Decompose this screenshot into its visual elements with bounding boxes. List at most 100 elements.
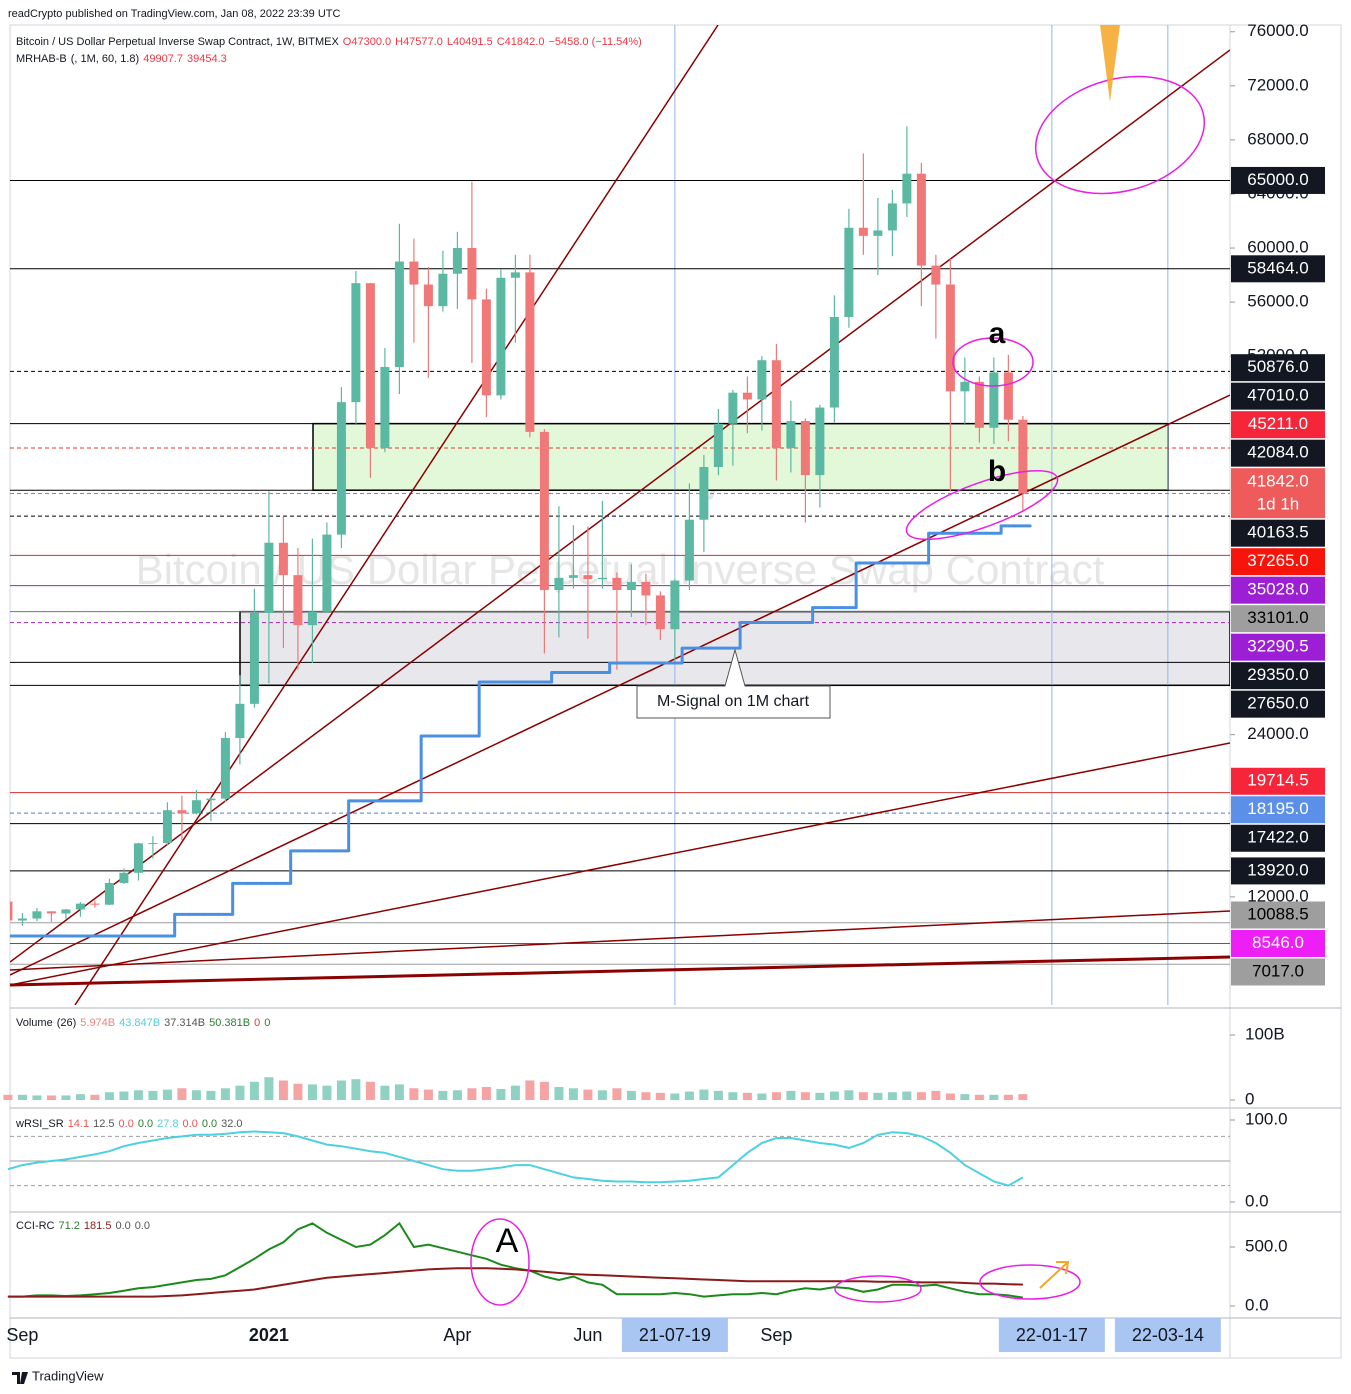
highlight-ellipse [470, 1218, 530, 1306]
price-label-box [1231, 901, 1325, 929]
x-tick-label: 22-03-14 [1132, 1325, 1204, 1345]
price-label: 41842.0 [1247, 472, 1308, 491]
y-tick-label: 100.0 [1245, 1109, 1288, 1128]
trendline [10, 910, 1230, 971]
annotation: b [988, 455, 1006, 488]
candle-body [539, 431, 549, 591]
legend-text: 37.314B [164, 1017, 206, 1029]
legend-text: −5458.0 (−11.54%) [548, 36, 642, 48]
legend-text: Bitcoin / US Dollar Perpetual Inverse Sw… [16, 36, 339, 48]
price-label: 18195.0 [1247, 799, 1308, 818]
price-label: 50876.0 [1247, 357, 1308, 376]
volume-bar [858, 1092, 868, 1100]
volume-bar [887, 1092, 897, 1100]
volume-bar [220, 1088, 230, 1100]
trendline [10, 49, 1230, 963]
candle-body [829, 316, 839, 408]
price-label-box [1231, 519, 1325, 547]
highlight-ellipse [952, 337, 1034, 387]
y-tick-label: 68000.0 [1247, 129, 1308, 148]
y-tick-label: 72000.0 [1247, 75, 1308, 94]
price-label-box [1231, 796, 1325, 824]
candle-body [945, 284, 955, 392]
indicator-line [7, 1221, 1024, 1299]
candle-body [583, 575, 593, 580]
volume-bar [583, 1089, 593, 1100]
volume-bar [989, 1094, 999, 1100]
candle-body [1018, 419, 1028, 494]
candle-body [206, 798, 216, 801]
volume-bar [510, 1085, 520, 1100]
volume-bar [873, 1092, 883, 1100]
x-tick-highlight [1114, 1318, 1221, 1352]
price-label: 47010.0 [1247, 386, 1308, 405]
candle-body [800, 421, 810, 476]
x-tick-label: 22-01-17 [1016, 1325, 1088, 1345]
candle-body [307, 611, 317, 626]
price-label: 32290.5 [1247, 637, 1308, 656]
volume-bar [844, 1090, 854, 1100]
y-tick-label: 56000.0 [1247, 292, 1308, 311]
highlight-ellipse [1034, 75, 1206, 195]
price-label-box [1231, 929, 1325, 957]
volume-bar [945, 1093, 955, 1100]
price-label: 10088.5 [1247, 904, 1308, 923]
trendlines [10, 25, 1230, 1005]
price-label: 27650.0 [1247, 694, 1308, 713]
volume-bar [974, 1094, 984, 1100]
x-tick-label: Apr [443, 1325, 471, 1345]
y-tick-label: 12000.0 [1247, 886, 1308, 905]
price-label-box [1231, 468, 1325, 519]
volume-bar [46, 1095, 56, 1100]
price-label-box [1231, 767, 1325, 795]
legend-text: 0.0 [118, 1118, 134, 1130]
x-tick-label: 21-07-19 [639, 1325, 711, 1345]
candle-body [858, 227, 868, 236]
callout [636, 648, 831, 719]
volume-bar [307, 1084, 317, 1100]
legend-text: 0 [254, 1017, 261, 1029]
legend-text: 0 [264, 1017, 271, 1029]
trendline [74, 25, 719, 1005]
legend-text: 32.0 [221, 1118, 243, 1130]
volume-bar [554, 1087, 564, 1100]
price-label-box [1231, 958, 1325, 986]
candle-body [815, 407, 825, 476]
candle-body [75, 903, 85, 910]
candle-body [17, 918, 27, 921]
price-label-box [1231, 354, 1325, 382]
volume-bar [133, 1090, 143, 1100]
y-tick-label: 500.0 [1245, 1236, 1288, 1255]
volume-bar [177, 1088, 187, 1100]
candle-body [162, 810, 172, 844]
target-arrow [1100, 25, 1120, 102]
pane-legend: CCI-RC 71.2 181.5 0.0 0.0 [16, 1220, 154, 1232]
volume-bar [1018, 1094, 1028, 1100]
price-label-box [1231, 411, 1325, 439]
volume-bar [829, 1091, 839, 1100]
volume-bar [670, 1093, 680, 1100]
price-label: 35028.0 [1247, 580, 1308, 599]
candle-body [220, 738, 230, 799]
candle-body [742, 392, 752, 400]
candle-body [496, 277, 506, 396]
legend-text: 0.0 [137, 1118, 154, 1130]
candle-body [191, 800, 201, 814]
candle-body [351, 283, 361, 403]
candle-body [612, 577, 622, 591]
volume-bar [771, 1092, 781, 1100]
legend-text: 27.8 [157, 1118, 179, 1130]
highlight-ellipse [834, 1275, 922, 1303]
price-label: 33101.0 [1247, 608, 1308, 627]
candle-body [974, 381, 984, 428]
price-label: 8546.0 [1252, 933, 1304, 952]
highlight-ellipse [979, 1264, 1081, 1300]
price-label-sub: 1d 1h [1257, 495, 1300, 514]
callout-text: M-Signal on 1M chart [657, 693, 810, 710]
candle-body [684, 519, 694, 581]
legend-text: 71.2 [58, 1220, 80, 1232]
candle-body [960, 381, 970, 392]
volume-bar [626, 1090, 636, 1100]
candle-body [46, 911, 56, 914]
